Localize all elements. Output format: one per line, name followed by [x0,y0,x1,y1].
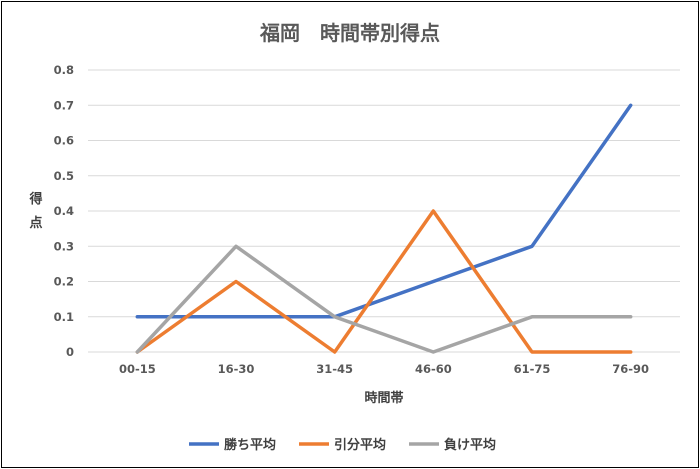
y-tick-label: 0.6 [54,134,74,148]
x-tick-label: 46-60 [415,362,452,376]
x-tick-label: 31-45 [316,362,353,376]
series-line-2 [135,244,633,354]
y-axis-label: 得点 [28,191,42,231]
y-tick-label: 0.7 [54,98,74,112]
series-line-1 [135,209,633,354]
legend-label: 負け平均 [444,437,496,453]
x-tick-label: 61-75 [514,362,551,376]
x-tick-label: 00-15 [119,362,156,376]
y-tick-label: 0.2 [54,275,74,289]
y-tick-label: 0.5 [54,169,74,183]
x-axis-label: 時間帯 [364,390,403,406]
x-tick-label: 76-90 [612,362,649,376]
y-tick-label: 0.8 [54,63,74,77]
series-line-0 [135,103,633,319]
chart-title: 福岡 時間帯別得点 [259,21,440,45]
legend: 勝ち平均 引分平均 負け平均 [189,437,496,453]
x-tick-label: 16-30 [218,362,255,376]
legend-label: 引分平均 [334,437,386,453]
series-lines [135,103,633,354]
x-axis-ticks: 00-15 16-30 31-45 46-60 61-75 76-90 [119,362,649,376]
y-tick-label: 0.4 [54,204,74,218]
legend-label: 勝ち平均 [224,437,276,453]
y-tick-label: 0 [66,345,74,359]
y-axis-ticks: 0 0.1 0.2 0.3 0.4 0.5 0.6 0.7 0.8 [54,63,74,359]
y-tick-label: 0.3 [54,239,74,253]
y-tick-label: 0.1 [54,310,74,324]
